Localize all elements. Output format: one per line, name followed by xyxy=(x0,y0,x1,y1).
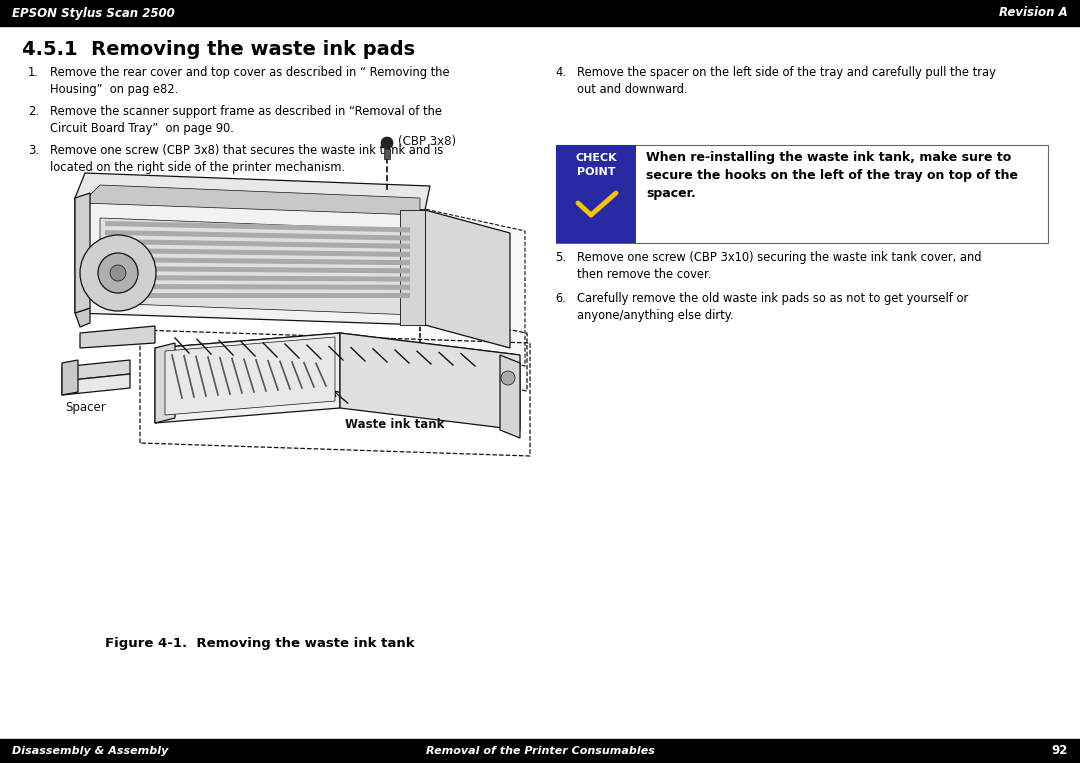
Polygon shape xyxy=(62,374,130,395)
Text: Remove the scanner support frame as described in “Removal of the
Circuit Board T: Remove the scanner support frame as desc… xyxy=(50,105,442,135)
Text: Disassembly & Assembly: Disassembly & Assembly xyxy=(12,746,168,756)
Text: Carefully remove the old waste ink pads so as not to get yourself or
anyone/anyt: Carefully remove the old waste ink pads … xyxy=(577,292,969,322)
Bar xyxy=(0,739,1080,763)
Text: 4.5.1  Removing the waste ink pads: 4.5.1 Removing the waste ink pads xyxy=(22,40,415,59)
Text: 3.: 3. xyxy=(28,144,39,157)
Polygon shape xyxy=(105,239,410,249)
Circle shape xyxy=(501,371,515,385)
Polygon shape xyxy=(165,337,335,415)
Polygon shape xyxy=(75,193,90,313)
Text: 1.: 1. xyxy=(28,66,39,79)
Circle shape xyxy=(80,235,156,311)
Text: Remove the spacer on the left side of the tray and carefully pull the tray
out a: Remove the spacer on the left side of th… xyxy=(577,66,996,96)
Polygon shape xyxy=(156,333,340,423)
Circle shape xyxy=(381,137,393,149)
Polygon shape xyxy=(100,218,415,315)
Text: When re-installing the waste ink tank, make sure to
secure the hooks on the left: When re-installing the waste ink tank, m… xyxy=(646,151,1018,200)
Bar xyxy=(0,0,1080,26)
Text: Revision A: Revision A xyxy=(999,7,1068,20)
Text: 5.: 5. xyxy=(555,251,566,264)
Text: 2.: 2. xyxy=(28,105,39,118)
Text: POINT: POINT xyxy=(577,167,616,177)
Text: 6.: 6. xyxy=(555,292,566,305)
Circle shape xyxy=(98,253,138,293)
Polygon shape xyxy=(340,333,519,430)
Bar xyxy=(384,149,390,159)
Text: (CBP 3x8): (CBP 3x8) xyxy=(399,134,456,147)
Text: Waste ink tank: Waste ink tank xyxy=(345,418,444,431)
Polygon shape xyxy=(62,360,130,381)
Polygon shape xyxy=(105,284,410,290)
Bar xyxy=(556,145,1048,243)
Polygon shape xyxy=(75,173,430,210)
Polygon shape xyxy=(400,210,426,325)
Text: Remove one screw (CBP 3x10) securing the waste ink tank cover, and
then remove t: Remove one screw (CBP 3x10) securing the… xyxy=(577,251,982,281)
Polygon shape xyxy=(420,208,525,366)
Polygon shape xyxy=(62,360,78,395)
Circle shape xyxy=(110,265,126,281)
Polygon shape xyxy=(105,275,410,282)
Polygon shape xyxy=(82,185,420,215)
Polygon shape xyxy=(105,230,410,240)
Polygon shape xyxy=(75,198,426,325)
Text: CHECK: CHECK xyxy=(576,153,617,163)
Polygon shape xyxy=(105,293,410,298)
Polygon shape xyxy=(105,257,410,266)
Polygon shape xyxy=(156,333,519,370)
Bar xyxy=(556,145,636,243)
Polygon shape xyxy=(500,355,519,438)
Text: 92: 92 xyxy=(1052,745,1068,758)
Polygon shape xyxy=(80,326,156,348)
Text: Spacer: Spacer xyxy=(65,401,106,414)
Text: Removal of the Printer Consumables: Removal of the Printer Consumables xyxy=(426,746,654,756)
Polygon shape xyxy=(105,221,410,233)
Text: Figure 4-1.  Removing the waste ink tank: Figure 4-1. Removing the waste ink tank xyxy=(105,637,415,650)
Text: 4.: 4. xyxy=(555,66,566,79)
Text: Remove one screw (CBP 3x8) that secures the waste ink tank and is
located on the: Remove one screw (CBP 3x8) that secures … xyxy=(50,144,443,174)
Polygon shape xyxy=(105,266,410,273)
Polygon shape xyxy=(426,210,510,348)
Text: Remove the rear cover and top cover as described in “ Removing the
Housing”  on : Remove the rear cover and top cover as d… xyxy=(50,66,449,96)
Text: EPSON Stylus Scan 2500: EPSON Stylus Scan 2500 xyxy=(12,7,175,20)
Polygon shape xyxy=(75,308,90,327)
Polygon shape xyxy=(105,248,410,257)
Polygon shape xyxy=(156,343,175,423)
